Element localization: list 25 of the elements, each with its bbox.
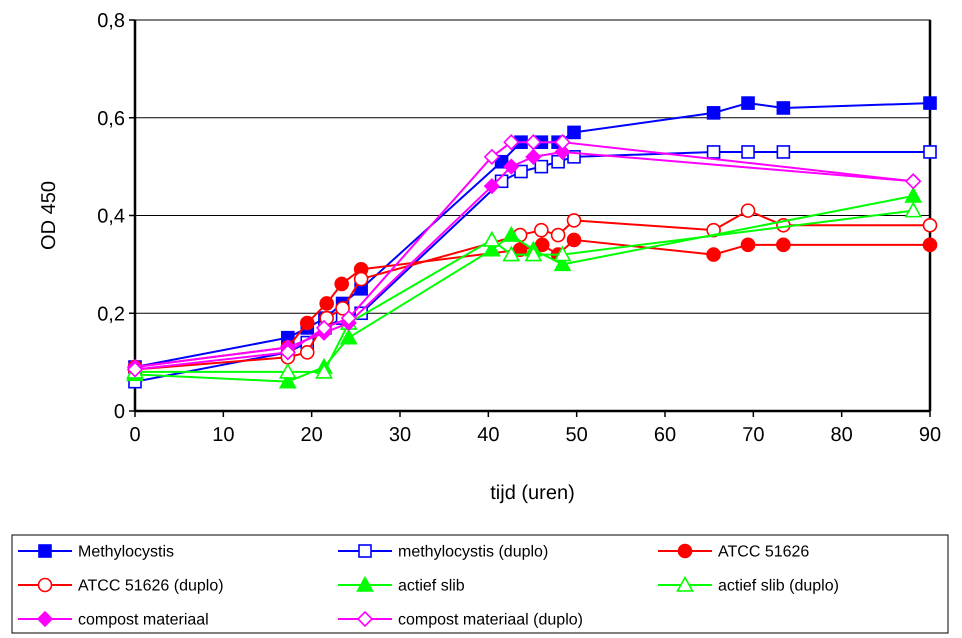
x-tick-label: 30 — [388, 424, 412, 446]
x-tick-label: 90 — [918, 424, 942, 446]
y-tick-label: 0,6 — [97, 108, 125, 130]
x-axis-title: tijd (uren) — [490, 482, 575, 504]
y-tick-label: 0,8 — [97, 10, 125, 32]
x-tick-label: 70 — [742, 424, 764, 446]
x-tick-label: 40 — [477, 424, 500, 446]
x-tick-label: 60 — [654, 424, 676, 446]
y-tick-label: 0 — [114, 401, 125, 423]
legend-label: actief slib (duplo) — [718, 578, 839, 595]
legend-label: ATCC 51626 — [718, 544, 810, 561]
legend-label: ATCC 51626 (duplo) — [78, 578, 224, 595]
legend-label: compost materiaal — [78, 612, 209, 629]
legend-label: methylocystis (duplo) — [398, 544, 548, 561]
x-tick-label: 0 — [129, 424, 141, 446]
legend-label: Methylocystis — [78, 544, 174, 561]
x-tick-label: 20 — [300, 424, 323, 446]
y-axis-title: OD 450 — [38, 181, 60, 250]
y-tick-label: 0,4 — [97, 206, 125, 228]
legend-label: actief slib — [398, 578, 465, 595]
y-tick-label: 0,2 — [97, 303, 125, 326]
x-tick-label: 10 — [212, 424, 234, 446]
x-tick-label: 80 — [830, 424, 853, 446]
x-tick-label: 50 — [566, 424, 588, 446]
legend-label: compost materiaal (duplo) — [398, 612, 583, 629]
